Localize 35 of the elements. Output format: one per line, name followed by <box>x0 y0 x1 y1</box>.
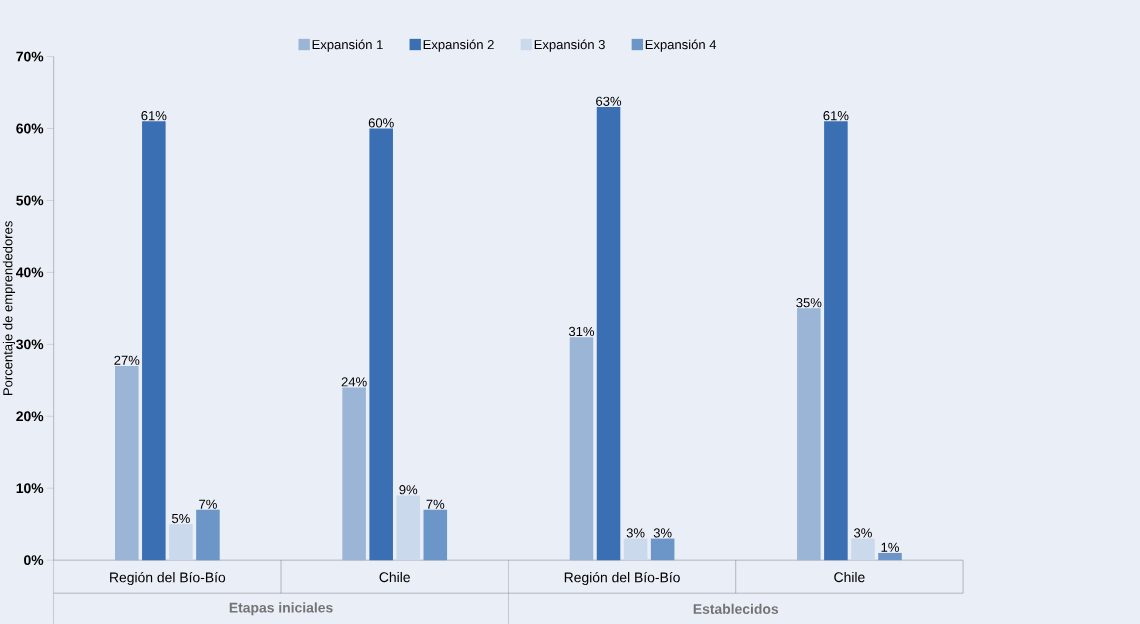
legend-label: Expansión 2 <box>423 39 494 52</box>
y-tick-label: 10% <box>16 483 44 494</box>
data-label: 3% <box>653 528 672 538</box>
data-label: 7% <box>426 499 445 509</box>
data-label: 3% <box>854 528 872 538</box>
x-tick-label: Chile <box>379 571 410 583</box>
y-tick-label: 40% <box>15 267 44 278</box>
text: Etapas iniciales <box>229 602 333 616</box>
legend-label: Expansión 3 <box>534 39 605 52</box>
data-label: 9% <box>399 485 418 495</box>
y-tick-label: 20% <box>16 411 44 422</box>
y-tick-label: 60% <box>16 123 44 134</box>
data-label: 63% <box>596 96 622 106</box>
x-tick-label: Chile <box>834 571 865 583</box>
legend-label: Expansión 4 <box>645 39 717 52</box>
x-tick-label: Región del Bío-Bío <box>110 571 226 586</box>
data-label: 24% <box>341 377 367 387</box>
x-tick-label: Región del Bío-Bío <box>564 571 680 586</box>
y-axis-title: Porcentaje de emprendedores <box>2 221 16 396</box>
data-label: 7% <box>199 499 217 509</box>
data-label: 31% <box>568 326 595 337</box>
data-label: 1% <box>881 542 899 552</box>
y-tick-label: 30% <box>16 339 44 350</box>
data-label: 5% <box>171 513 190 524</box>
y-tick-label: 50% <box>16 195 44 206</box>
y-tick-label: 0% <box>24 555 44 566</box>
data-label: 61% <box>823 111 849 121</box>
data-label: 27% <box>114 355 140 365</box>
data-label: 3% <box>626 528 645 538</box>
legend-label: Expansión 1 <box>312 39 383 52</box>
text: Establecidos <box>693 603 779 614</box>
data-label: 61% <box>141 111 167 121</box>
data-label: 60% <box>368 118 394 128</box>
data-label: 35% <box>796 298 822 308</box>
y-tick-label: 70% <box>16 51 44 62</box>
